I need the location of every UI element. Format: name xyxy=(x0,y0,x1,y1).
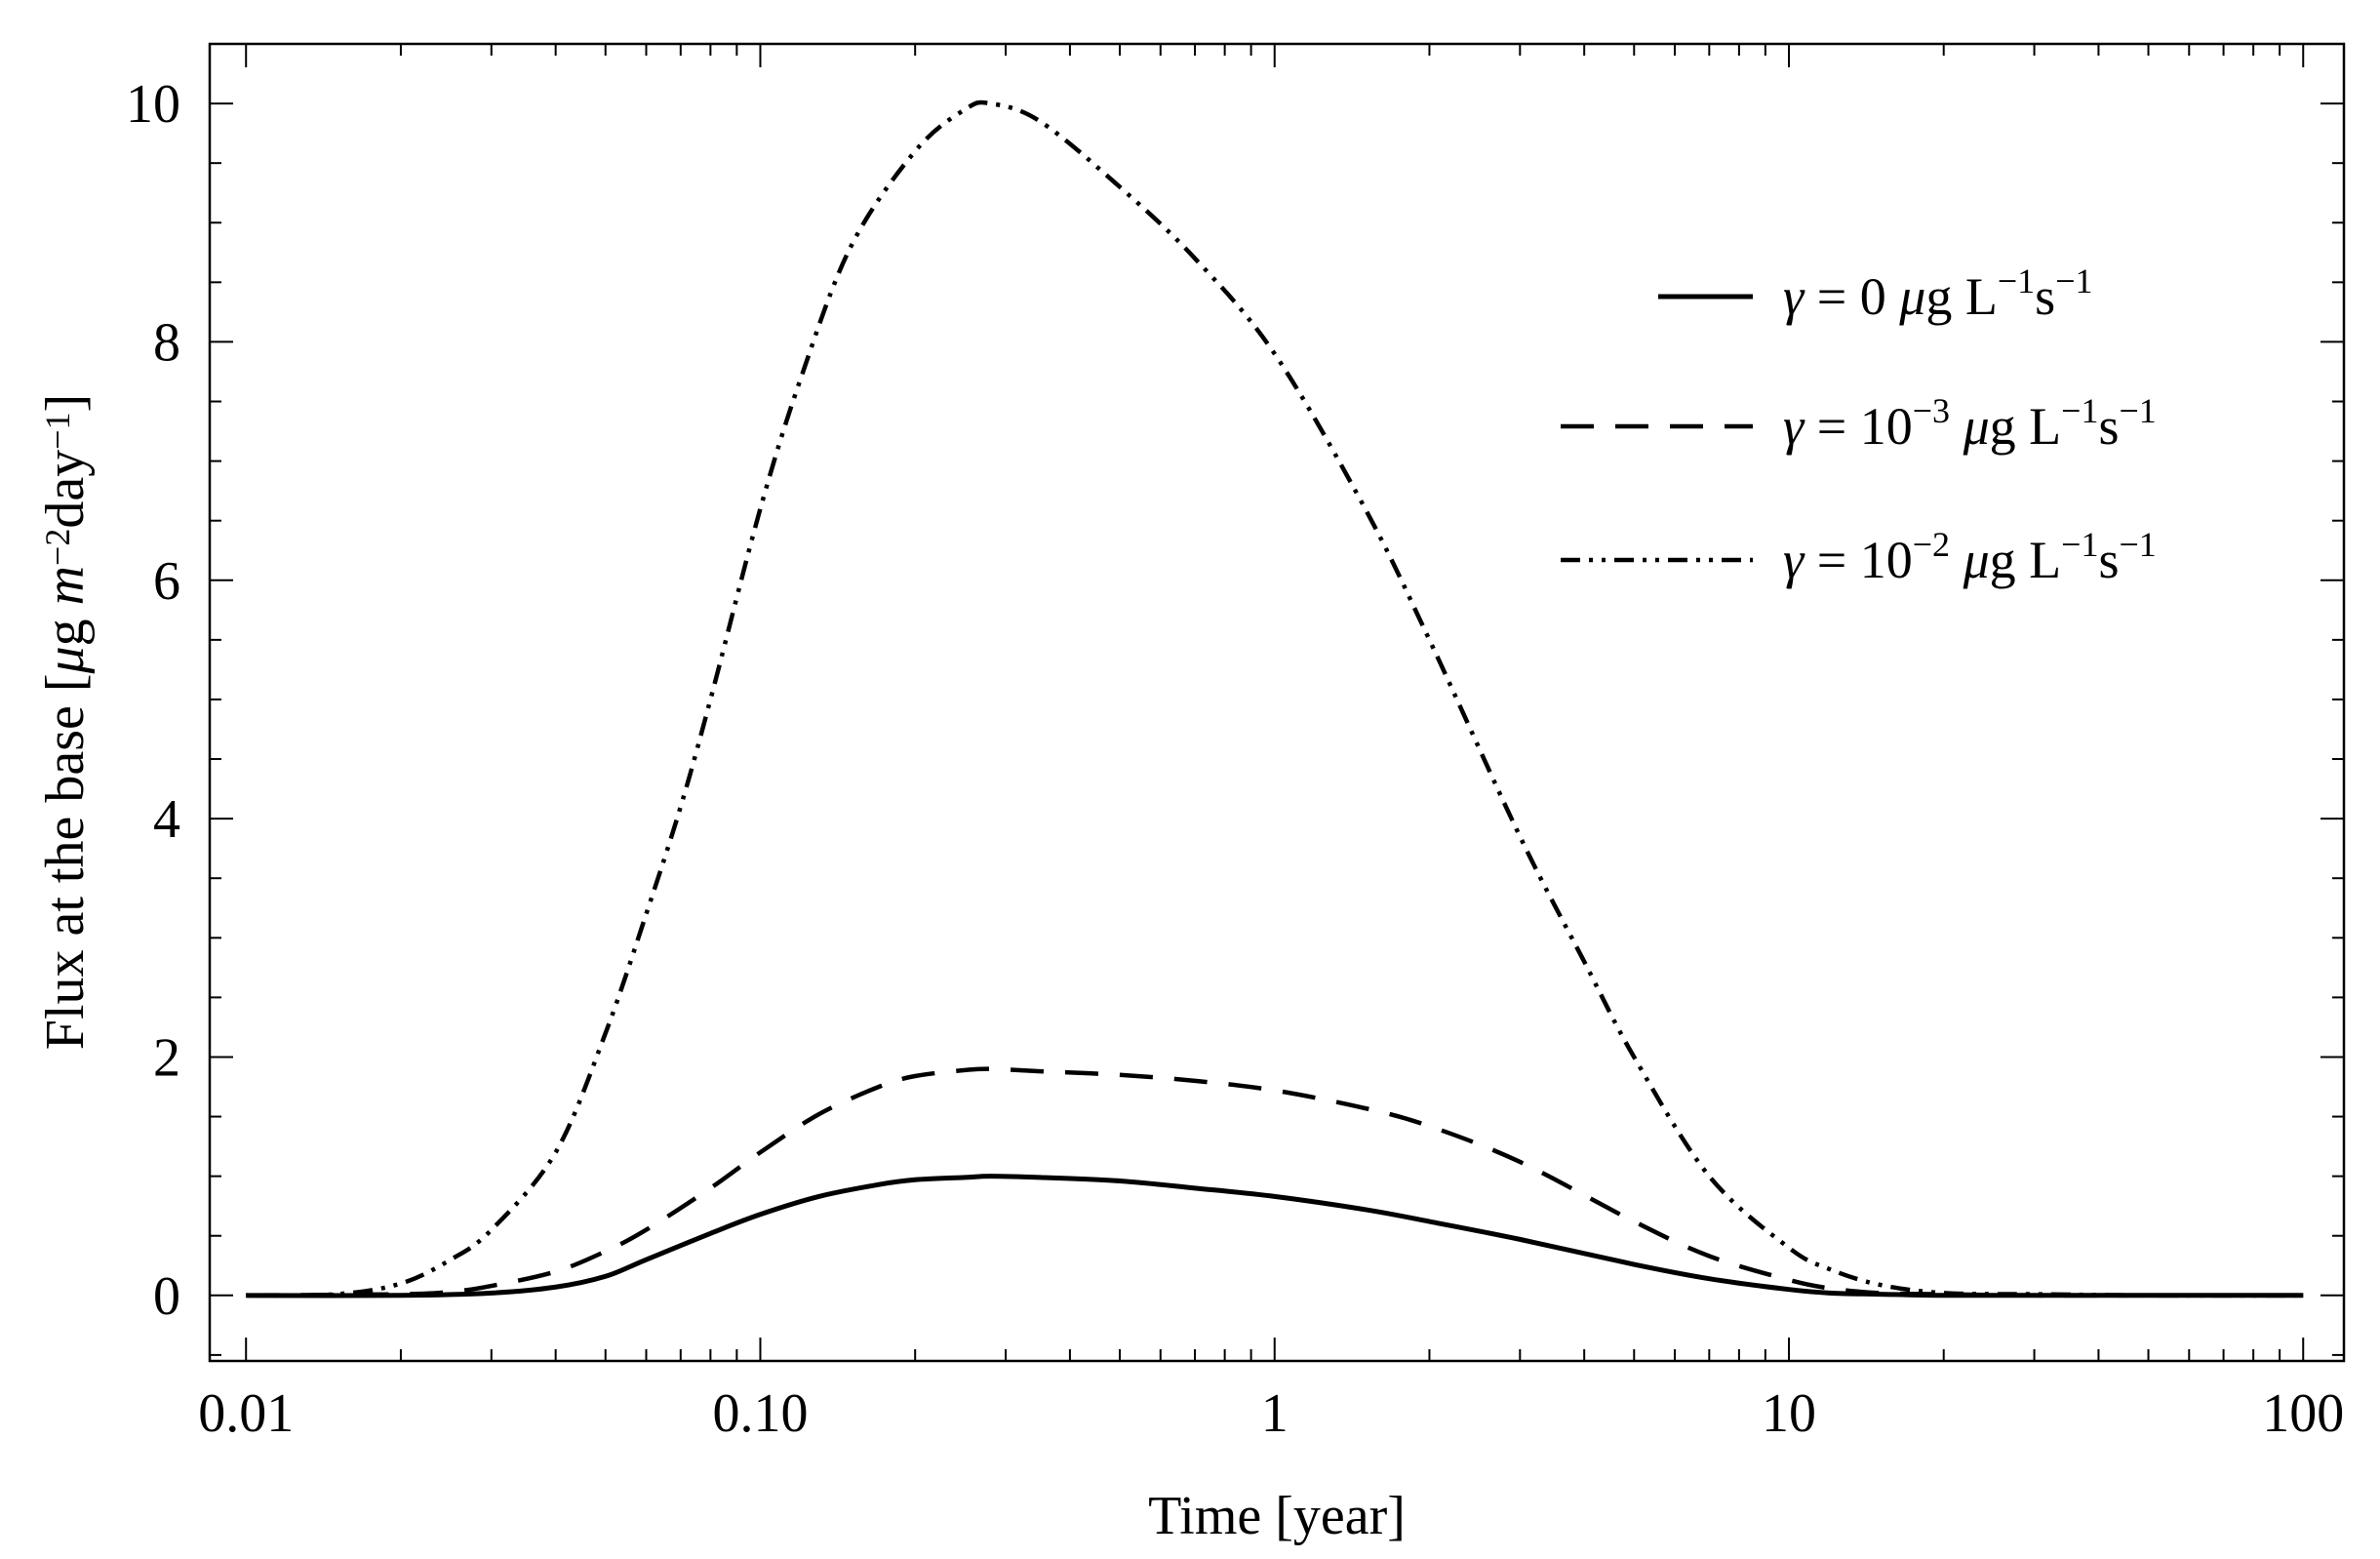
legend-label-part: = 0 xyxy=(1804,267,1899,326)
legend-label-part: −1 xyxy=(2120,391,2157,430)
y-axis-title-part: −2 xyxy=(38,529,77,566)
x-tick-label: 0.01 xyxy=(198,1383,294,1444)
series-gamma-1e-3-legend-label: γ = 10−3 μg L−1s−1 xyxy=(1783,391,2157,456)
series-gamma-1e-3-line xyxy=(246,1066,2304,1299)
y-tick-label: 2 xyxy=(153,1027,180,1088)
y-tick-label: 6 xyxy=(153,551,180,612)
legend: γ = 0 μg L−1s−1γ = 10−3 μg L−1s−1γ = 10−… xyxy=(1561,261,2157,589)
legend-label-part xyxy=(1950,397,1964,456)
legend-label-part: −1 xyxy=(2061,391,2098,430)
legend-label-part: γ xyxy=(1783,397,1805,456)
y-tick-label: 10 xyxy=(126,74,180,135)
y-axis-title-part: −1 xyxy=(38,412,77,449)
y-axis-title-part: day xyxy=(35,450,96,529)
legend-label-part: g L xyxy=(1925,267,1998,326)
y-tick-label: 4 xyxy=(153,789,180,850)
legend-label-part: s xyxy=(2035,267,2055,326)
legend-label-part: g L xyxy=(1990,397,2062,456)
x-tick-label: 0.10 xyxy=(712,1383,808,1444)
legend-label-part: −2 xyxy=(1913,525,1950,564)
legend-label-part: s xyxy=(2098,531,2119,589)
x-tick-label: 1 xyxy=(1261,1383,1289,1444)
legend-label-part: γ xyxy=(1783,267,1805,326)
series-gamma-0-legend-label: γ = 0 μg L−1s−1 xyxy=(1783,261,2093,326)
series-layer xyxy=(246,100,2304,1299)
legend-label-part: μ xyxy=(1963,397,1990,456)
x-axis-title: Time [year] xyxy=(1148,1486,1406,1546)
plot-frame xyxy=(208,42,2346,1363)
legend-label-part: −1 xyxy=(2055,261,2092,300)
legend-label-part: −1 xyxy=(2061,525,2098,564)
legend-label-part: μ xyxy=(1963,531,1990,589)
x-tick-label: 10 xyxy=(1762,1383,1816,1444)
legend-label-part: s xyxy=(2098,397,2119,456)
series-gamma-1e-2-line xyxy=(246,100,2304,1299)
series-gamma-1e-2-legend-label: γ = 10−2 μg L−1s−1 xyxy=(1783,525,2157,589)
legend-label-part: −1 xyxy=(2120,525,2157,564)
y-axis-title: Flux at the base [μg m−2day−1] xyxy=(35,394,96,1050)
y-axis-title-part: g xyxy=(35,605,96,646)
y-tick-label: 8 xyxy=(153,312,180,373)
legend-label-part: g L xyxy=(1990,531,2062,589)
y-axis-title-part: ] xyxy=(35,394,96,413)
y-axis-title-part: Flux at the base [ xyxy=(35,674,96,1051)
legend-label-part: γ xyxy=(1783,531,1805,589)
legend-label-part: −1 xyxy=(1998,261,2035,300)
legend-label-part: = 10 xyxy=(1804,531,1912,589)
legend-label-part: μ xyxy=(1898,267,1925,326)
legend-label-part xyxy=(1950,531,1964,589)
legend-label-part: = 10 xyxy=(1804,397,1912,456)
y-axis-title-part: m xyxy=(35,566,96,605)
y-axis-title-part: μ xyxy=(35,646,96,674)
y-tick-labels: 0 2 4 6 8 10 xyxy=(126,74,180,1327)
x-tick-labels: 0.01 0.10 1 10 100 xyxy=(198,1383,2344,1444)
y-tick-label: 0 xyxy=(153,1266,180,1327)
legend-label-part: −3 xyxy=(1913,391,1950,430)
x-tick-label: 100 xyxy=(2262,1383,2344,1444)
